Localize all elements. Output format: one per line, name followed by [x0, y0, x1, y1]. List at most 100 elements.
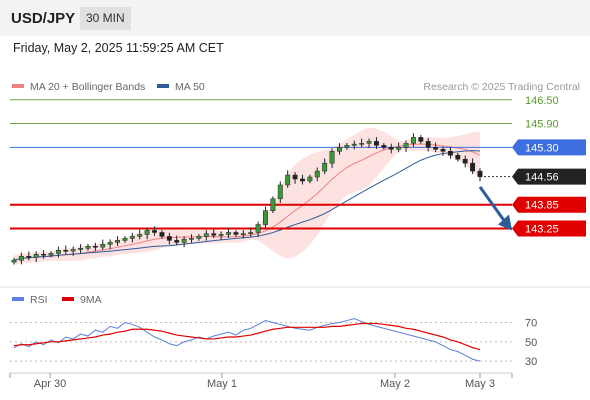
- candle-body-10: [85, 246, 91, 249]
- rsi-legend-label-1: 9MA: [80, 294, 102, 306]
- candle-body-51: [388, 147, 394, 150]
- candle-body-48: [366, 141, 372, 144]
- bollinger-band: [14, 127, 480, 265]
- x-tick-label-0: Apr 30: [34, 378, 66, 390]
- candle-body-54: [410, 137, 416, 144]
- candle-body-14: [115, 240, 121, 243]
- candle-body-9: [78, 248, 84, 250]
- candle-body-18: [144, 230, 150, 235]
- candle-body-7: [63, 250, 69, 252]
- candle-body-52: [396, 147, 402, 150]
- candle-body-36: [277, 184, 283, 200]
- candle-body-15: [122, 238, 128, 241]
- candle-body-31: [240, 233, 246, 235]
- candle-body-29: [226, 232, 231, 235]
- ma50-line: [13, 150, 481, 261]
- forecast-arrow-shaft: [478, 186, 506, 222]
- candle-body-56: [425, 141, 431, 148]
- legend-swatch-0: [12, 84, 24, 88]
- rsi-series-RSI: [13, 318, 481, 362]
- candle-body-38: [292, 174, 298, 180]
- rsi-legend-label-0: RSI: [30, 294, 48, 306]
- candle-body-26: [203, 233, 209, 237]
- candle-body-61: [462, 158, 468, 164]
- legend-swatch-1: [157, 84, 169, 88]
- candle-body-42: [322, 162, 328, 172]
- candle-body-46: [351, 143, 357, 146]
- timeframe-button[interactable]: 30 MIN: [80, 7, 131, 30]
- candle-body-55: [418, 137, 424, 142]
- forecast-arrow-head: [498, 214, 512, 231]
- candle-body-8: [70, 249, 76, 252]
- candle-body-37: [285, 174, 291, 186]
- candle-body-32: [248, 232, 254, 234]
- candle-body-27: [211, 233, 217, 236]
- candle-body-16: [129, 236, 135, 239]
- timestamp: Friday, May 2, 2025 11:59:25 AM CET: [13, 41, 224, 55]
- level-label-143.85: 143.85: [525, 200, 559, 212]
- candle-body-11: [92, 246, 98, 248]
- candle-body-25: [196, 236, 202, 239]
- current-price-tag: [512, 168, 586, 185]
- candle-body-43: [329, 151, 335, 164]
- level-label-145.30: 145.30: [525, 142, 559, 154]
- candle-body-41: [314, 170, 320, 178]
- rsi-tick-50: 50: [525, 337, 537, 349]
- x-tick-label-3: May 3: [465, 378, 495, 390]
- candle-body-47: [359, 143, 365, 145]
- level-tag-143.25: [512, 220, 586, 237]
- level-label-143.25: 143.25: [525, 224, 559, 236]
- candle-body-6: [55, 250, 61, 254]
- candle-body-39: [300, 178, 305, 182]
- x-tick-label-2: May 2: [380, 378, 410, 390]
- rsi-legend-swatch-0: [12, 297, 24, 301]
- candle-body-13: [107, 242, 113, 245]
- source-text: Research © 2025 Trading Central: [423, 81, 580, 93]
- candle-body-60: [455, 154, 461, 160]
- candle-body-12: [100, 244, 106, 248]
- candle-body-57: [433, 147, 439, 150]
- rsi-tick-30: 30: [525, 356, 537, 368]
- level-label-145.90: 145.90: [525, 119, 559, 131]
- candle-body-35: [270, 198, 276, 211]
- currency-pair-title: USD/JPY: [11, 10, 76, 27]
- candle-body-62: [470, 162, 476, 172]
- candle-body-19: [152, 230, 157, 233]
- current-price-label: 144.56: [525, 172, 559, 184]
- legend-label-0: MA 20 + Bollinger Bands: [30, 81, 145, 93]
- rsi-series-9MA: [13, 322, 481, 351]
- candle-body-23: [181, 238, 187, 243]
- rsi-legend-swatch-1: [62, 297, 74, 301]
- candle-body-0: [11, 259, 17, 263]
- level-tag-145.30: [512, 139, 586, 156]
- candle-body-30: [233, 232, 239, 235]
- candle-body-50: [381, 145, 387, 148]
- candle-body-44: [337, 147, 342, 152]
- candle-body-58: [440, 149, 446, 152]
- candle-body-22: [174, 240, 180, 243]
- x-tick-label-1: May 1: [207, 378, 237, 390]
- candle-body-45: [344, 145, 350, 148]
- legend-label-1: MA 50: [175, 81, 205, 93]
- candle-body-49: [373, 141, 379, 146]
- candle-body-34: [263, 210, 268, 225]
- candle-body-1: [18, 255, 24, 261]
- candle-body-4: [41, 253, 47, 256]
- ma20-line: [13, 143, 481, 261]
- level-tag-143.85: [512, 196, 586, 213]
- chart-header: USD/JPY 30 MIN: [0, 0, 590, 36]
- candle-body-17: [137, 234, 143, 237]
- candle-body-40: [307, 176, 313, 182]
- level-label-146.50: 146.50: [525, 95, 559, 107]
- candle-body-5: [48, 253, 54, 256]
- rsi-tick-70: 70: [525, 318, 537, 330]
- candle-body-2: [26, 255, 32, 258]
- candle-body-21: [166, 236, 172, 241]
- candle-body-20: [159, 232, 165, 237]
- candle-body-28: [218, 234, 224, 236]
- candle-body-53: [403, 143, 409, 148]
- candle-body-63: [477, 170, 483, 177]
- candle-body-3: [33, 253, 39, 258]
- candle-body-59: [447, 151, 453, 156]
